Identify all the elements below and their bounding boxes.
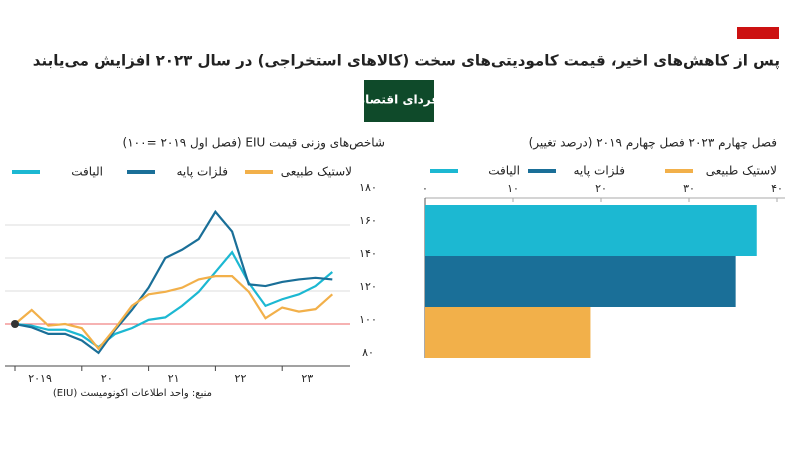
legend-label: لاستیک طبیعی [706, 164, 777, 178]
bar [425, 205, 757, 256]
legend-label: لاستیک طبیعی [281, 165, 352, 179]
y-tick-label: ۱۰۰ [359, 313, 377, 326]
legend-swatch [430, 169, 458, 173]
legend-swatch [665, 169, 693, 173]
data-line [14, 250, 334, 349]
y-tick-label: ۱۶۰ [359, 214, 377, 227]
legend-label: الیافت [71, 165, 103, 179]
y-tick-label: ۱۴۰ [359, 247, 377, 260]
x-tick-label: ۲۱ [168, 372, 180, 385]
x-tick-label: ۲۰ [101, 372, 113, 385]
legend-swatch [245, 170, 273, 174]
x-tick-label: ۳۰ [683, 182, 695, 195]
start-point [11, 320, 19, 328]
x-tick-label: ۱۰ [507, 182, 519, 195]
legend-swatch [528, 169, 556, 173]
bar [425, 307, 591, 358]
y-tick-label: ۱۸۰ [359, 181, 377, 194]
legend-swatch [127, 170, 155, 174]
legend-label: فلزات پایه [573, 164, 625, 179]
bar [425, 256, 736, 307]
data-line [14, 209, 333, 355]
x-tick-label: ۰ [422, 182, 428, 195]
x-tick-label: ۲۳ [301, 372, 313, 385]
legend-swatch [12, 170, 40, 174]
legend-label: الیافت [488, 164, 520, 178]
chart-title: شاخص‌های وزنی قیمت EIU (فصل اول ۲۰۱۹ =۱۰… [123, 136, 385, 151]
x-tick-label: ۲۰ [595, 182, 607, 195]
y-tick-label: ۱۲۰ [359, 280, 377, 293]
page-title: پس از کاهش‌های اخیر، قیمت کامودیتی‌های س… [33, 52, 780, 71]
y-tick-label: ۸۰ [362, 346, 374, 359]
brand-bar [737, 27, 779, 39]
chart-title: فصل چهارم ۲۰۲۳ فصل چهارم ۲۰۱۹ (درصد تغیی… [529, 136, 777, 151]
data-line [14, 275, 334, 351]
logo-text: فردای اقتصاد [359, 93, 439, 107]
x-tick-label: ۴۰ [771, 182, 783, 195]
source: منبع: واحد اطلاعات اکونومیست (EIU) [53, 388, 212, 399]
x-tick-label: ۲۰۱۹ [28, 372, 52, 385]
logo [364, 80, 434, 122]
legend-label: فلزات پایه [176, 165, 228, 180]
x-tick-label: ۲۲ [235, 372, 247, 385]
